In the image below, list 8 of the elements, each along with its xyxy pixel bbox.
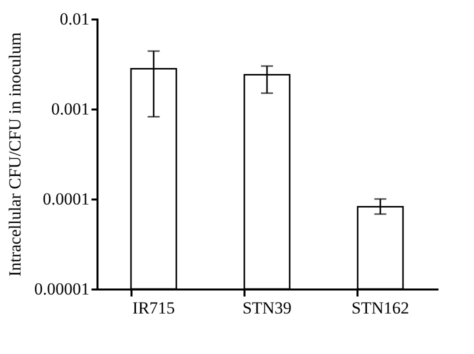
y-tick-label: 0.001	[51, 100, 90, 118]
y-tick-label: 0.00001	[34, 280, 90, 298]
x-tick-label: IR715	[132, 298, 175, 318]
y-axis-title: Intracellular CFU/CFU in inoculum	[5, 32, 24, 277]
y-tick-label: 0.01	[60, 10, 90, 28]
x-tick-label: STN39	[242, 298, 292, 318]
y-tick-label: 0.0001	[42, 190, 90, 208]
x-tick-label: STN162	[352, 298, 410, 318]
